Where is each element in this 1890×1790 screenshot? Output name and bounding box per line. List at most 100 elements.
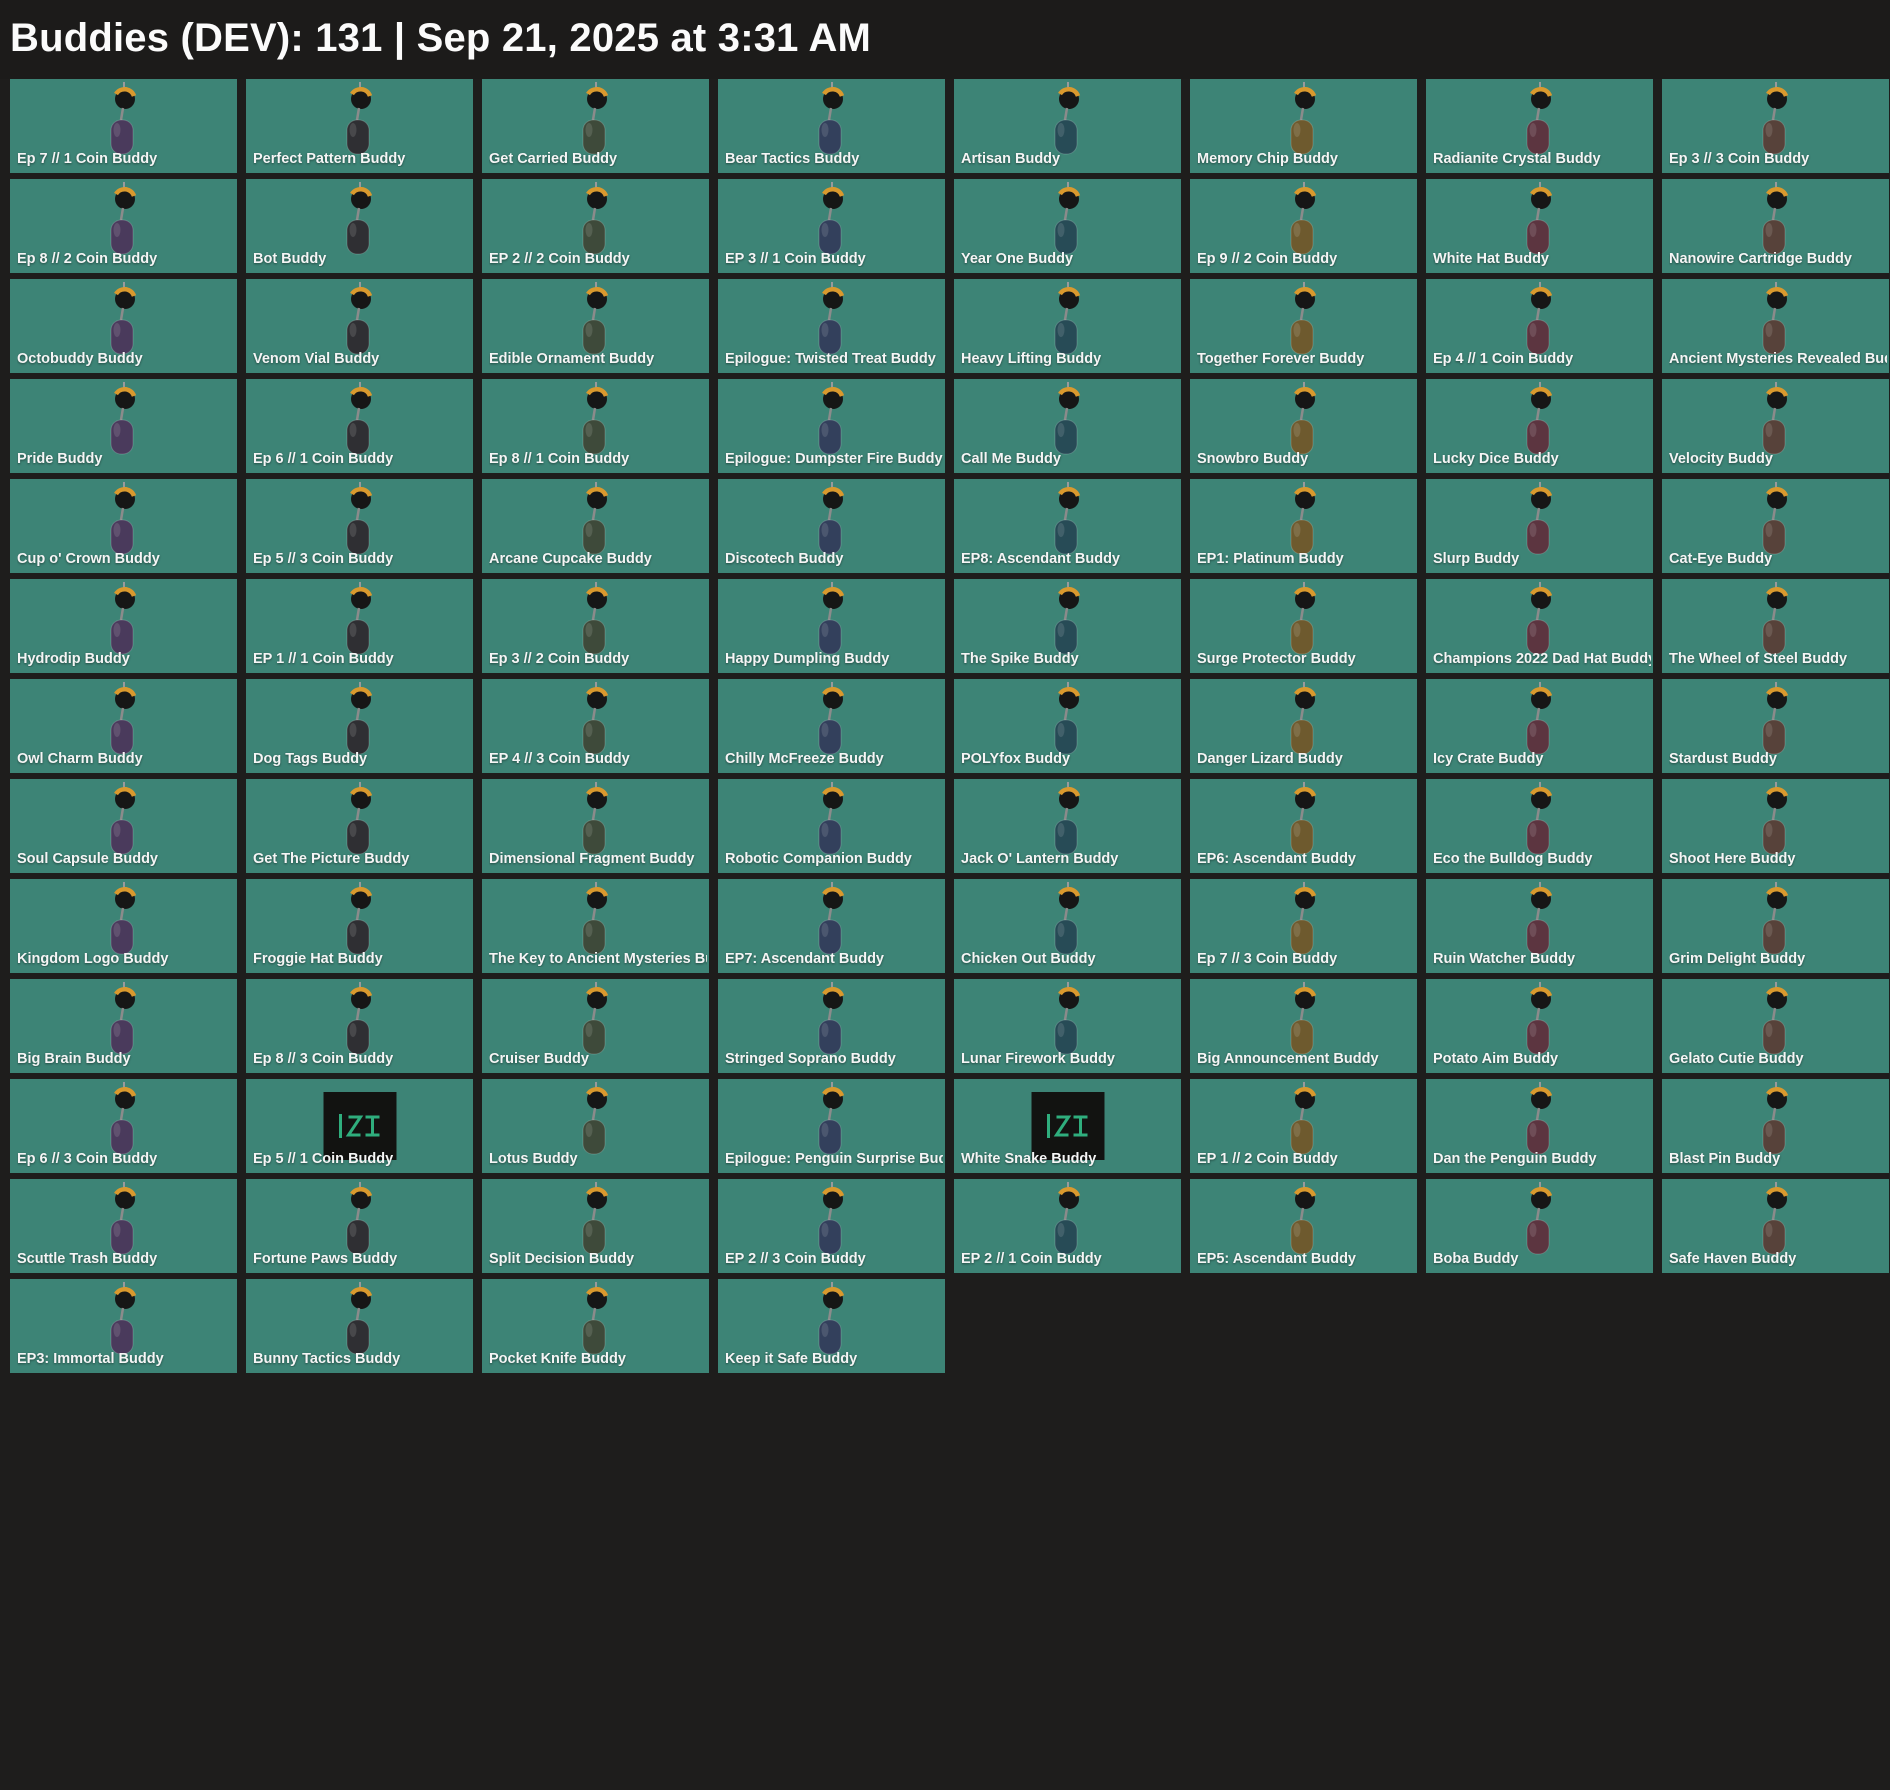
buddy-card[interactable]: Ep 3 // 3 Coin Buddy: [1662, 79, 1889, 173]
buddy-card[interactable]: Bear Tactics Buddy: [718, 79, 945, 173]
buddy-card[interactable]: Ep 5 // 3 Coin Buddy: [246, 479, 473, 573]
buddy-card[interactable]: Arcane Cupcake Buddy: [482, 479, 709, 573]
buddy-card[interactable]: White Snake Buddy: [954, 1079, 1181, 1173]
buddy-card[interactable]: EP 1 // 2 Coin Buddy: [1190, 1079, 1417, 1173]
buddy-card[interactable]: Cruiser Buddy: [482, 979, 709, 1073]
buddy-card[interactable]: Split Decision Buddy: [482, 1179, 709, 1273]
buddy-card[interactable]: Ep 9 // 2 Coin Buddy: [1190, 179, 1417, 273]
buddy-card[interactable]: Ep 4 // 1 Coin Buddy: [1426, 279, 1653, 373]
buddy-card[interactable]: Epilogue: Penguin Surprise Buddy: [718, 1079, 945, 1173]
buddy-card[interactable]: Ep 3 // 2 Coin Buddy: [482, 579, 709, 673]
buddy-card[interactable]: Stardust Buddy: [1662, 679, 1889, 773]
buddy-card[interactable]: Big Announcement Buddy: [1190, 979, 1417, 1073]
buddy-card[interactable]: EP 3 // 1 Coin Buddy: [718, 179, 945, 273]
buddy-card[interactable]: Ancient Mysteries Revealed Buddy: [1662, 279, 1889, 373]
buddy-card[interactable]: EP 4 // 3 Coin Buddy: [482, 679, 709, 773]
buddy-card[interactable]: Ep 6 // 1 Coin Buddy: [246, 379, 473, 473]
buddy-card[interactable]: Grim Delight Buddy: [1662, 879, 1889, 973]
buddy-card[interactable]: Dimensional Fragment Buddy: [482, 779, 709, 873]
buddy-card[interactable]: Ep 7 // 3 Coin Buddy: [1190, 879, 1417, 973]
buddy-card[interactable]: Epilogue: Dumpster Fire Buddy: [718, 379, 945, 473]
buddy-card[interactable]: Slurp Buddy: [1426, 479, 1653, 573]
buddy-card[interactable]: Bot Buddy: [246, 179, 473, 273]
buddy-card[interactable]: Blast Pin Buddy: [1662, 1079, 1889, 1173]
buddy-card[interactable]: Eco the Bulldog Buddy: [1426, 779, 1653, 873]
buddy-card[interactable]: Ep 8 // 2 Coin Buddy: [10, 179, 237, 273]
buddy-card[interactable]: Hydrodip Buddy: [10, 579, 237, 673]
buddy-card[interactable]: Owl Charm Buddy: [10, 679, 237, 773]
buddy-card[interactable]: EP7: Ascendant Buddy: [718, 879, 945, 973]
buddy-card[interactable]: Heavy Lifting Buddy: [954, 279, 1181, 373]
buddy-card[interactable]: Dog Tags Buddy: [246, 679, 473, 773]
buddy-card[interactable]: EP1: Platinum Buddy: [1190, 479, 1417, 573]
buddy-card[interactable]: Potato Aim Buddy: [1426, 979, 1653, 1073]
buddy-card[interactable]: White Hat Buddy: [1426, 179, 1653, 273]
buddy-card[interactable]: EP 2 // 3 Coin Buddy: [718, 1179, 945, 1273]
buddy-card[interactable]: The Spike Buddy: [954, 579, 1181, 673]
buddy-card[interactable]: POLYfox Buddy: [954, 679, 1181, 773]
buddy-card[interactable]: The Wheel of Steel Buddy: [1662, 579, 1889, 673]
buddy-card[interactable]: Ep 5 // 1 Coin Buddy: [246, 1079, 473, 1173]
buddy-card[interactable]: Surge Protector Buddy: [1190, 579, 1417, 673]
buddy-card[interactable]: Pride Buddy: [10, 379, 237, 473]
buddy-card[interactable]: Icy Crate Buddy: [1426, 679, 1653, 773]
buddy-card[interactable]: Year One Buddy: [954, 179, 1181, 273]
buddy-card[interactable]: Artisan Buddy: [954, 79, 1181, 173]
buddy-card[interactable]: Ep 8 // 1 Coin Buddy: [482, 379, 709, 473]
buddy-card[interactable]: Venom Vial Buddy: [246, 279, 473, 373]
buddy-card[interactable]: EP3: Immortal Buddy: [10, 1279, 237, 1373]
buddy-card[interactable]: EP8: Ascendant Buddy: [954, 479, 1181, 573]
buddy-card[interactable]: Edible Ornament Buddy: [482, 279, 709, 373]
buddy-card[interactable]: The Key to Ancient Mysteries Buddy: [482, 879, 709, 973]
buddy-card[interactable]: Get The Picture Buddy: [246, 779, 473, 873]
buddy-card[interactable]: Happy Dumpling Buddy: [718, 579, 945, 673]
buddy-card[interactable]: Pocket Knife Buddy: [482, 1279, 709, 1373]
buddy-card[interactable]: EP 2 // 2 Coin Buddy: [482, 179, 709, 273]
buddy-card[interactable]: Keep it Safe Buddy: [718, 1279, 945, 1373]
buddy-card[interactable]: Danger Lizard Buddy: [1190, 679, 1417, 773]
buddy-card[interactable]: Get Carried Buddy: [482, 79, 709, 173]
buddy-card[interactable]: EP5: Ascendant Buddy: [1190, 1179, 1417, 1273]
buddy-card[interactable]: Epilogue: Twisted Treat Buddy: [718, 279, 945, 373]
buddy-card[interactable]: Fortune Paws Buddy: [246, 1179, 473, 1273]
buddy-card[interactable]: Octobuddy Buddy: [10, 279, 237, 373]
buddy-card[interactable]: Big Brain Buddy: [10, 979, 237, 1073]
buddy-card[interactable]: Froggie Hat Buddy: [246, 879, 473, 973]
buddy-card[interactable]: Lucky Dice Buddy: [1426, 379, 1653, 473]
buddy-card[interactable]: Radianite Crystal Buddy: [1426, 79, 1653, 173]
buddy-card[interactable]: Boba Buddy: [1426, 1179, 1653, 1273]
buddy-card[interactable]: Lotus Buddy: [482, 1079, 709, 1173]
buddy-card[interactable]: Lunar Firework Buddy: [954, 979, 1181, 1073]
buddy-card[interactable]: Bunny Tactics Buddy: [246, 1279, 473, 1373]
buddy-card[interactable]: Chilly McFreeze Buddy: [718, 679, 945, 773]
buddy-card[interactable]: Stringed Soprano Buddy: [718, 979, 945, 1073]
buddy-card[interactable]: Ep 6 // 3 Coin Buddy: [10, 1079, 237, 1173]
buddy-card[interactable]: EP 2 // 1 Coin Buddy: [954, 1179, 1181, 1273]
buddy-card[interactable]: Kingdom Logo Buddy: [10, 879, 237, 973]
buddy-card[interactable]: Together Forever Buddy: [1190, 279, 1417, 373]
buddy-card[interactable]: Champions 2022 Dad Hat Buddy: [1426, 579, 1653, 673]
buddy-card[interactable]: Discotech Buddy: [718, 479, 945, 573]
buddy-card[interactable]: Nanowire Cartridge Buddy: [1662, 179, 1889, 273]
buddy-card[interactable]: EP 1 // 1 Coin Buddy: [246, 579, 473, 673]
buddy-card[interactable]: Scuttle Trash Buddy: [10, 1179, 237, 1273]
buddy-card[interactable]: Jack O' Lantern Buddy: [954, 779, 1181, 873]
buddy-card[interactable]: Shoot Here Buddy: [1662, 779, 1889, 873]
buddy-card[interactable]: Gelato Cutie Buddy: [1662, 979, 1889, 1073]
buddy-card[interactable]: Call Me Buddy: [954, 379, 1181, 473]
buddy-card[interactable]: Safe Haven Buddy: [1662, 1179, 1889, 1273]
buddy-card[interactable]: Chicken Out Buddy: [954, 879, 1181, 973]
buddy-card[interactable]: Robotic Companion Buddy: [718, 779, 945, 873]
buddy-card[interactable]: Cup o' Crown Buddy: [10, 479, 237, 573]
buddy-card[interactable]: Perfect Pattern Buddy: [246, 79, 473, 173]
buddy-card[interactable]: Dan the Penguin Buddy: [1426, 1079, 1653, 1173]
buddy-card[interactable]: Cat-Eye Buddy: [1662, 479, 1889, 573]
buddy-card[interactable]: Ep 8 // 3 Coin Buddy: [246, 979, 473, 1073]
buddy-card[interactable]: EP6: Ascendant Buddy: [1190, 779, 1417, 873]
buddy-card[interactable]: Soul Capsule Buddy: [10, 779, 237, 873]
buddy-card[interactable]: Ruin Watcher Buddy: [1426, 879, 1653, 973]
buddy-card[interactable]: Ep 7 // 1 Coin Buddy: [10, 79, 237, 173]
buddy-card[interactable]: Snowbro Buddy: [1190, 379, 1417, 473]
buddy-card[interactable]: Velocity Buddy: [1662, 379, 1889, 473]
buddy-card[interactable]: Memory Chip Buddy: [1190, 79, 1417, 173]
